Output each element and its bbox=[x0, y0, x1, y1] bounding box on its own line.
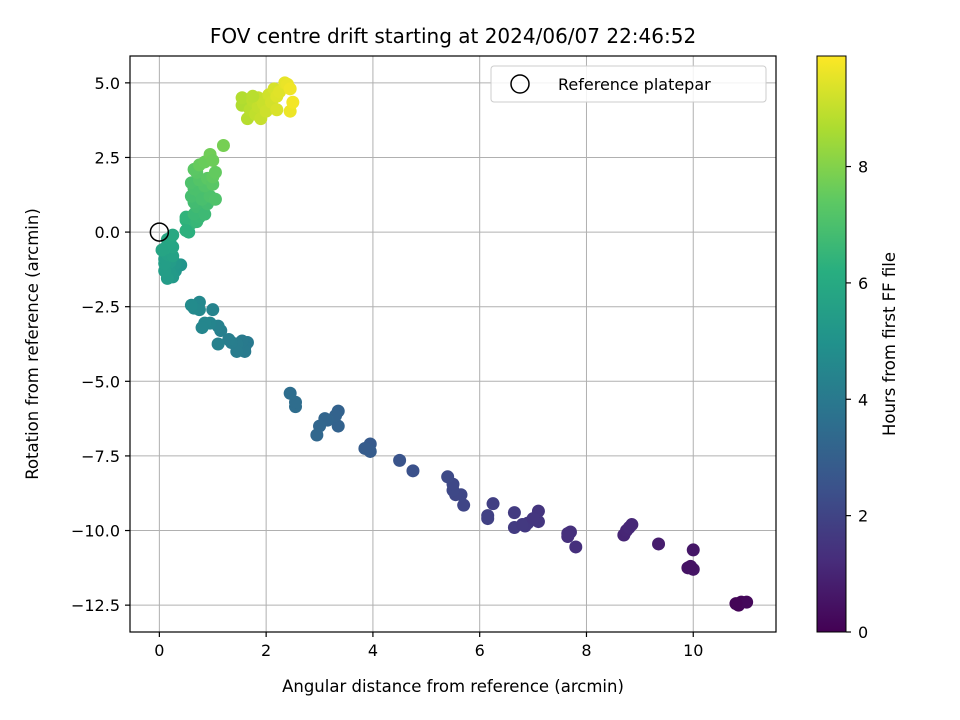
x-tick-label: 2 bbox=[261, 641, 271, 660]
data-point bbox=[211, 337, 225, 351]
data-point bbox=[507, 506, 521, 520]
data-point bbox=[216, 139, 230, 153]
y-axis-ticks: 5.0 2.5 0.0 −2.5 −5.0 −7.5 −10.0 −12.5 bbox=[71, 74, 130, 615]
x-tick-label: 0 bbox=[154, 641, 164, 660]
y-tick-label: 0.0 bbox=[95, 223, 120, 242]
data-point bbox=[486, 497, 500, 511]
data-point bbox=[270, 103, 284, 117]
chart-title: FOV centre drift starting at 2024/06/07 … bbox=[210, 24, 696, 48]
colorbar-tick-label: 8 bbox=[858, 158, 868, 177]
data-point bbox=[441, 470, 455, 484]
data-point bbox=[206, 153, 220, 167]
y-axis-label: Rotation from reference (arcmin) bbox=[23, 208, 42, 480]
plot-frame bbox=[129, 55, 777, 633]
data-point bbox=[206, 303, 220, 317]
data-point bbox=[198, 207, 212, 221]
data-point bbox=[246, 89, 260, 103]
grid-lines bbox=[130, 56, 776, 632]
x-tick-label: 6 bbox=[475, 641, 485, 660]
data-point bbox=[310, 428, 324, 442]
data-point bbox=[569, 540, 583, 554]
data-point bbox=[481, 512, 495, 526]
colorbar-tick-label: 0 bbox=[858, 623, 868, 642]
data-point bbox=[652, 537, 666, 551]
data-point bbox=[740, 595, 754, 609]
colorbar-ticks: 0 2 4 6 8 bbox=[846, 158, 868, 642]
data-points bbox=[155, 76, 754, 612]
x-axis-ticks: 0 2 4 6 8 10 bbox=[154, 632, 703, 660]
x-tick-label: 4 bbox=[368, 641, 378, 660]
x-axis-label: Angular distance from reference (arcmin) bbox=[282, 677, 624, 696]
data-point bbox=[195, 321, 209, 335]
y-tick-label: −5.0 bbox=[81, 372, 120, 391]
data-point bbox=[184, 298, 198, 312]
legend-label: Reference platepar bbox=[558, 75, 711, 94]
data-point bbox=[208, 165, 222, 179]
reference-point bbox=[149, 222, 170, 242]
colorbar-tick-label: 6 bbox=[858, 274, 868, 293]
data-point bbox=[286, 95, 300, 109]
data-point bbox=[358, 441, 372, 455]
data-point bbox=[515, 518, 529, 532]
colorbar-tick-label: 2 bbox=[858, 507, 868, 526]
colorbar-label: Hours from first FF file bbox=[880, 252, 899, 436]
data-point bbox=[625, 518, 639, 532]
y-tick-label: −12.5 bbox=[71, 596, 120, 615]
legend-box bbox=[490, 65, 767, 103]
data-point bbox=[166, 228, 180, 242]
data-point bbox=[561, 527, 575, 541]
data-point bbox=[686, 543, 700, 557]
data-point bbox=[684, 559, 698, 573]
data-point bbox=[457, 498, 471, 512]
data-point bbox=[283, 386, 297, 400]
colorbar-tick-label: 4 bbox=[858, 390, 868, 409]
y-tick-label: −2.5 bbox=[81, 298, 120, 317]
colorbar bbox=[816, 55, 847, 633]
data-point bbox=[179, 224, 193, 238]
data-point bbox=[155, 243, 169, 257]
x-tick-label: 10 bbox=[683, 641, 703, 660]
y-tick-label: 5.0 bbox=[95, 74, 120, 93]
y-tick-label: −7.5 bbox=[81, 447, 120, 466]
data-point bbox=[331, 419, 345, 433]
legend-marker bbox=[510, 74, 530, 94]
data-point bbox=[208, 192, 222, 206]
data-point bbox=[526, 512, 540, 526]
legend: Reference platepar bbox=[490, 65, 767, 103]
data-point bbox=[222, 333, 236, 347]
y-tick-label: −10.0 bbox=[71, 522, 120, 541]
data-point bbox=[235, 91, 249, 105]
y-tick-label: 2.5 bbox=[95, 148, 120, 167]
data-point bbox=[393, 453, 407, 467]
data-point bbox=[283, 82, 297, 96]
data-point bbox=[406, 464, 420, 478]
x-tick-label: 8 bbox=[581, 641, 591, 660]
data-point bbox=[729, 597, 743, 611]
